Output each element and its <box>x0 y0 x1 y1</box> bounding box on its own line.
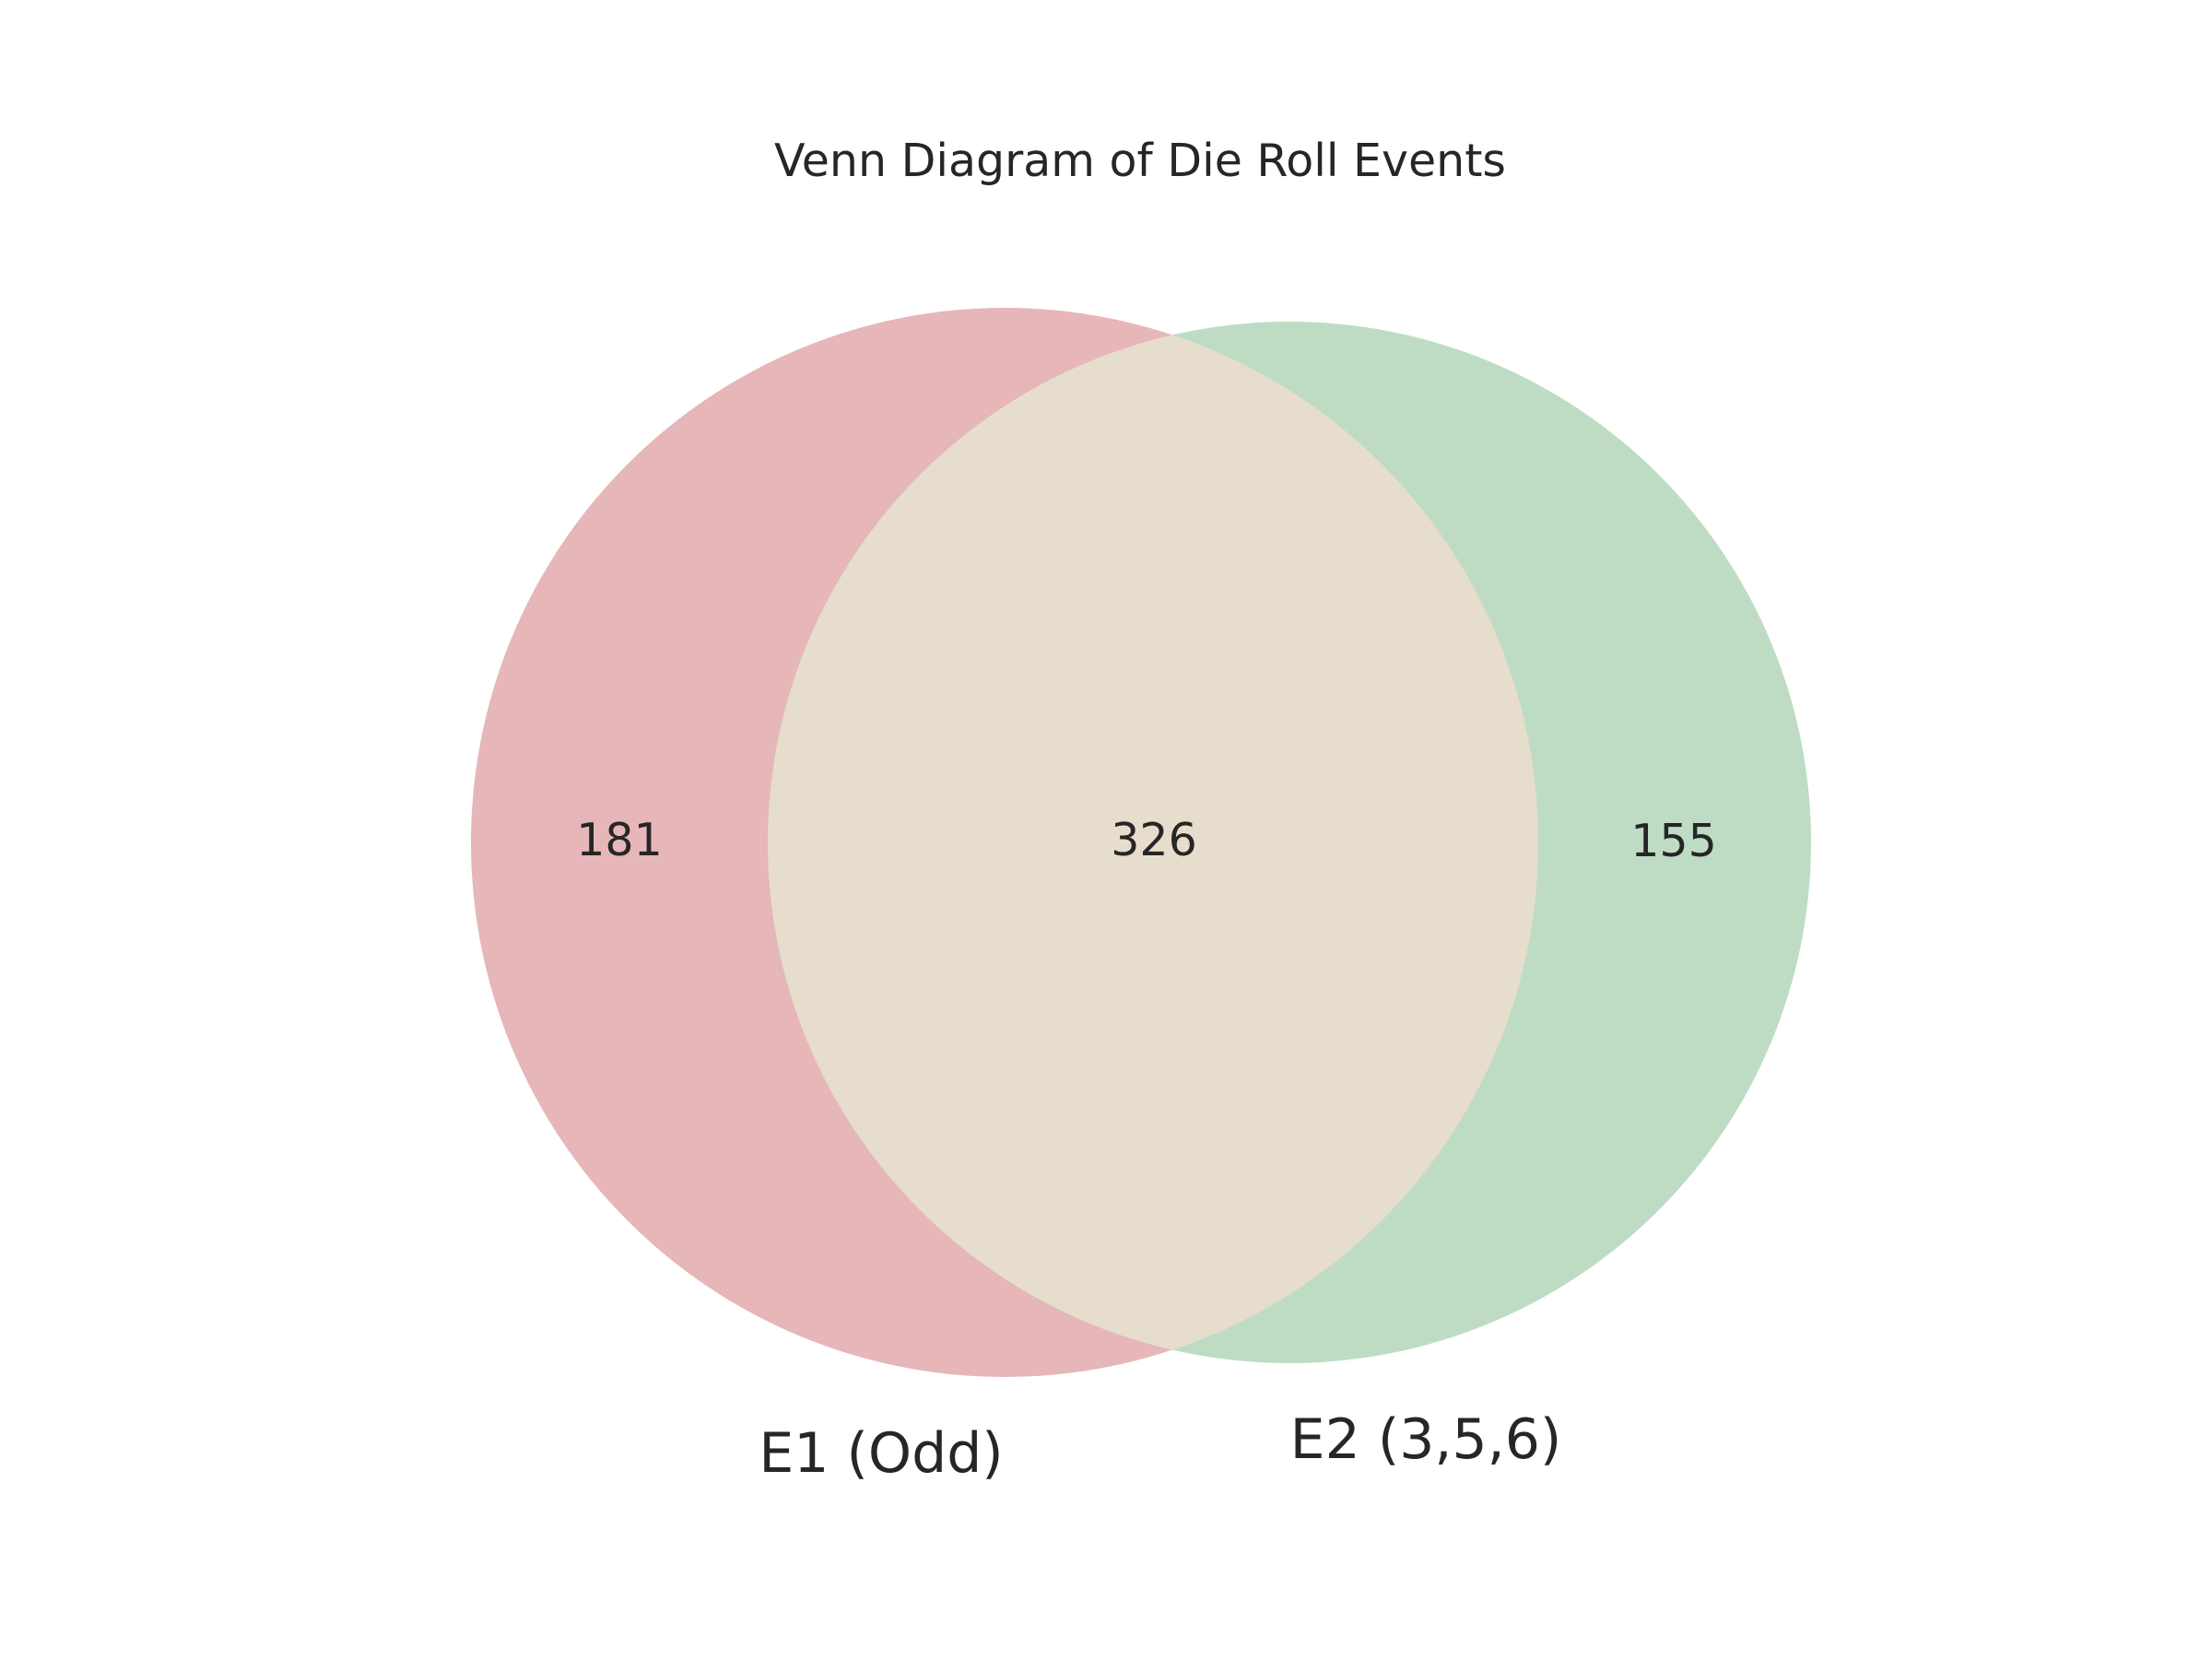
region-only-e2-count: 155 <box>1630 815 1717 867</box>
intersection-region <box>768 322 1538 1363</box>
set-e1-label: E1 (Odd) <box>759 1421 1003 1486</box>
set-e2-label: E2 (3,5,6) <box>1290 1407 1562 1472</box>
diagram-title: Venn Diagram of Die Roll Events <box>774 135 1506 187</box>
region-intersection-count: 326 <box>1111 814 1197 866</box>
region-only-e1-count: 181 <box>576 814 663 866</box>
